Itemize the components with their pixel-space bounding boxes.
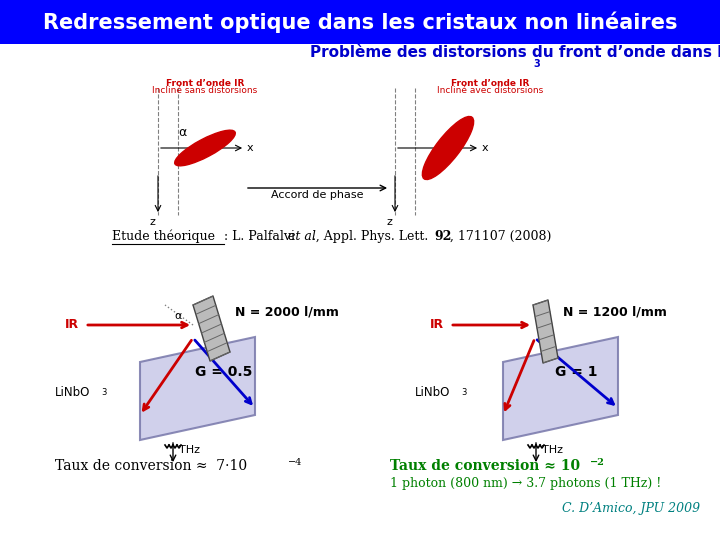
Text: C. D’Amico, JPU 2009: C. D’Amico, JPU 2009 [562,502,700,515]
Text: LiNbO: LiNbO [415,386,451,399]
Text: α: α [174,311,181,321]
Text: Problème des distorsions du front d’onde dans le LiNbO: Problème des distorsions du front d’onde… [310,45,720,60]
Text: Taux de conversion ≈  7·10: Taux de conversion ≈ 7·10 [55,459,247,473]
Text: Taux de conversion ≈ 10: Taux de conversion ≈ 10 [390,459,580,473]
Text: 92: 92 [434,230,451,243]
Text: N = 2000 l/mm: N = 2000 l/mm [235,306,339,319]
Text: 3: 3 [533,59,540,69]
Polygon shape [193,296,230,361]
Polygon shape [140,337,255,440]
Polygon shape [503,337,618,440]
Text: 1 photon (800 nm) → 3.7 photons (1 THz) !: 1 photon (800 nm) → 3.7 photons (1 THz) … [390,477,662,490]
Text: et al: et al [288,230,316,243]
Text: : L. Palfalvi: : L. Palfalvi [224,230,299,243]
FancyBboxPatch shape [0,0,720,44]
Text: , 171107 (2008): , 171107 (2008) [450,230,552,243]
Text: Front d’onde IR: Front d’onde IR [166,79,244,88]
Text: −2: −2 [590,458,605,467]
Text: z: z [149,217,155,227]
Text: N = 1200 l/mm: N = 1200 l/mm [563,306,667,319]
Text: G = 0.5: G = 0.5 [195,365,253,379]
Text: z: z [386,217,392,227]
Text: THz: THz [179,445,200,455]
Text: ., Appl. Phys. Lett.: ., Appl. Phys. Lett. [312,230,432,243]
Polygon shape [533,300,558,363]
Text: Redressement optique dans les cristaux non linéaires: Redressement optique dans les cristaux n… [42,11,678,33]
Ellipse shape [423,117,474,179]
Text: IR: IR [430,319,444,332]
Text: x: x [482,143,489,153]
Text: Front d’onde IR: Front d’onde IR [451,79,529,88]
Text: Incliné avec distorsions: Incliné avec distorsions [437,86,543,95]
Ellipse shape [175,130,235,166]
Text: −4: −4 [288,458,302,467]
Text: Etude théorique: Etude théorique [112,230,215,243]
Text: x: x [247,143,253,153]
Text: Incliné sans distorsions: Incliné sans distorsions [153,86,258,95]
Text: LiNbO: LiNbO [55,386,91,399]
Text: α: α [178,126,186,139]
Text: Accord de phase: Accord de phase [271,190,364,200]
Text: G = 1: G = 1 [555,365,598,379]
Text: THz: THz [542,445,563,455]
Text: 3: 3 [461,388,467,397]
Text: 3: 3 [101,388,107,397]
Text: IR: IR [65,319,79,332]
